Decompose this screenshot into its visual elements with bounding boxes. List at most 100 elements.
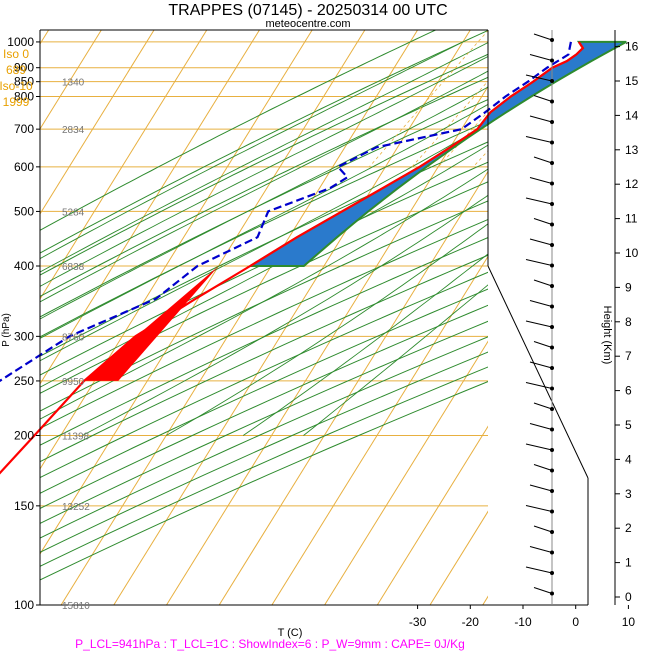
series-line-dewpoint — [0, 41, 572, 383]
moist-adiabat-line — [40, 123, 488, 362]
p-tick-label: 400 — [14, 259, 34, 273]
height-tick-label: 14 — [625, 108, 639, 122]
wind-station-dot — [550, 38, 554, 42]
wind-barb — [525, 443, 553, 451]
isotherm-line — [40, 30, 366, 555]
dry-adiabat-line — [40, 30, 488, 254]
moist-adiabat-line — [82, 194, 488, 436]
geopotential-label: 6838 — [62, 262, 85, 273]
x-tick-label: -30 — [409, 615, 427, 629]
height-tick-label: 4 — [625, 452, 632, 466]
dry-adiabat-line — [40, 120, 488, 338]
height-tick-label: 16 — [625, 40, 639, 54]
geopotential-label: 13252 — [62, 502, 90, 513]
wind-barb — [525, 74, 553, 82]
isotherm-line — [271, 255, 488, 605]
wind-barb — [525, 136, 553, 143]
wind-barb — [529, 546, 553, 553]
isotherm-line — [60, 30, 419, 605]
p-tick-label: 300 — [14, 329, 34, 343]
wind-station-dot — [550, 591, 554, 596]
height-tick-label: 12 — [625, 177, 639, 191]
wind-barb — [533, 33, 553, 41]
wind-station-dot — [550, 304, 554, 309]
wind-station-dot — [550, 509, 554, 514]
geopotential-label: 9950 — [62, 377, 85, 388]
p-tick-label: 600 — [14, 160, 34, 174]
dry-adiabat-line — [40, 366, 488, 567]
wind-barb — [533, 218, 553, 225]
height-tick-label: 5 — [625, 418, 632, 432]
iso0-value: 689 — [6, 63, 26, 77]
wind-station-dot — [550, 550, 554, 555]
dry-adiabat-line — [40, 141, 488, 357]
wind-barb — [533, 587, 553, 594]
geopotential-label: 11398 — [62, 431, 90, 442]
p-tick-label: 150 — [14, 499, 34, 513]
height-tick-label: 7 — [625, 349, 632, 363]
height-tick-label: 10 — [625, 246, 639, 260]
dry-adiabat-line — [40, 30, 436, 231]
wind-station-dot — [550, 120, 554, 124]
isotherm-line — [376, 425, 488, 605]
isotherm-line — [40, 30, 208, 300]
isotherm-line — [482, 595, 488, 605]
p-tick-label: 500 — [14, 204, 34, 218]
isotherm-line — [113, 30, 471, 605]
wind-station-dot — [550, 79, 554, 83]
wind-station-dot — [550, 181, 554, 186]
height-tick-label: 15 — [625, 74, 639, 88]
dry-adiabat-line — [40, 200, 488, 412]
dry-adiabat-line — [40, 288, 488, 494]
iso0-label: Iso 0 — [3, 47, 29, 61]
series-line-temperature — [0, 41, 585, 475]
isotherm-line — [218, 170, 488, 605]
wind-barb — [529, 177, 553, 184]
dry-adiabat-line — [40, 53, 488, 276]
moist-adiabat-line — [40, 103, 488, 339]
dry-adiabat-line — [40, 254, 488, 463]
p-tick-label: 800 — [14, 89, 34, 103]
moist-adiabat-line — [40, 42, 488, 273]
x-tick-label: 10 — [622, 615, 636, 629]
geopotential-label: 2834 — [62, 125, 85, 136]
moist-adiabat-line — [40, 144, 488, 388]
dry-adiabat-line — [40, 76, 488, 297]
wind-station-dot — [550, 366, 554, 370]
wind-barb — [533, 156, 553, 164]
height-tick-label: 9 — [625, 280, 632, 294]
isotherm-line — [40, 30, 155, 215]
moist-adiabat-line — [40, 86, 488, 320]
y-axis-title: P (hPa) — [1, 313, 12, 347]
wind-station-dot — [550, 427, 554, 432]
height-tick-label: 1 — [625, 556, 632, 570]
moist-adiabat-line — [40, 168, 488, 420]
moist-adiabat-line — [303, 284, 488, 436]
wind-station-dot — [550, 468, 554, 473]
sounding-series — [0, 41, 585, 475]
height-axis-title: Height (Km) — [601, 306, 613, 365]
wind-station-dot — [550, 99, 554, 104]
wind-barb — [533, 525, 553, 533]
wind-station-dot — [550, 530, 554, 534]
wind-station-dot — [550, 202, 554, 206]
height-tick-label: 2 — [625, 521, 632, 535]
x-tick-label: -10 — [514, 615, 532, 629]
wind-station-dot — [550, 58, 554, 63]
wind-station-dot — [550, 263, 554, 268]
wind-station-dot — [550, 140, 554, 145]
wind-station-dot — [550, 448, 554, 452]
wind-barb — [533, 341, 553, 348]
clipped-background — [40, 30, 488, 605]
p-tick-label: 100 — [14, 598, 34, 612]
dry-adiabat-line — [40, 218, 488, 429]
moist-adiabat-line — [165, 223, 488, 436]
hodo-frame-edge — [487, 265, 589, 479]
wind-barb — [529, 361, 553, 369]
p-tick-label: 850 — [14, 75, 34, 89]
dry-adiabat-line — [40, 237, 488, 446]
wind-barb — [525, 320, 553, 328]
geopotential-label: 5284 — [62, 207, 85, 218]
inversion-area — [84, 266, 219, 381]
dry-adiabat-line — [40, 304, 488, 510]
